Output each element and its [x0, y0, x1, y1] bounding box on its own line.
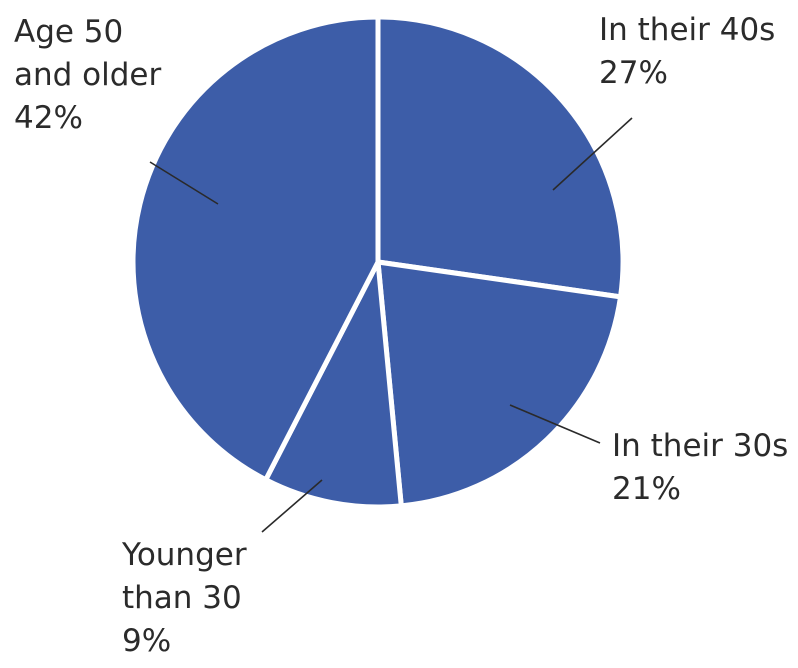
slice-name-label: In their 40s [599, 12, 775, 48]
pie-slice-in-their-40s [375, 14, 626, 300]
leader-line [552, 117, 633, 191]
pie-slice-younger-than-30 [262, 253, 405, 510]
pie-slice-age-50-and-older [130, 14, 381, 484]
pie-slice-in-their-30s [375, 259, 624, 509]
slice-value-label: 9% [122, 623, 171, 659]
slice-name-label: than 30 [122, 580, 242, 616]
slice-name-label: Age 50 [14, 14, 123, 50]
leader-line [261, 479, 323, 533]
leader-line [149, 161, 219, 205]
leader-lines [149, 117, 633, 533]
slice-name-label: In their 30s [612, 428, 788, 464]
pie-slices [130, 14, 626, 510]
slice-labels: In their 40s 27% In their 30s 21% Younger tha… [14, 12, 788, 659]
slice-label: In their 30s 21% [612, 428, 788, 507]
slice-name-label: Younger [121, 537, 247, 573]
slice-value-label: 21% [612, 471, 681, 507]
slice-value-label: 27% [599, 55, 668, 91]
slice-label: In their 40s 27% [599, 12, 775, 91]
slice-label: Age 50 and older 42% [14, 14, 162, 136]
slice-label: Younger than 30 9% [121, 537, 247, 659]
slice-value-label: 42% [14, 100, 83, 136]
slice-name-label: and older [14, 57, 162, 93]
leader-line [509, 404, 601, 444]
